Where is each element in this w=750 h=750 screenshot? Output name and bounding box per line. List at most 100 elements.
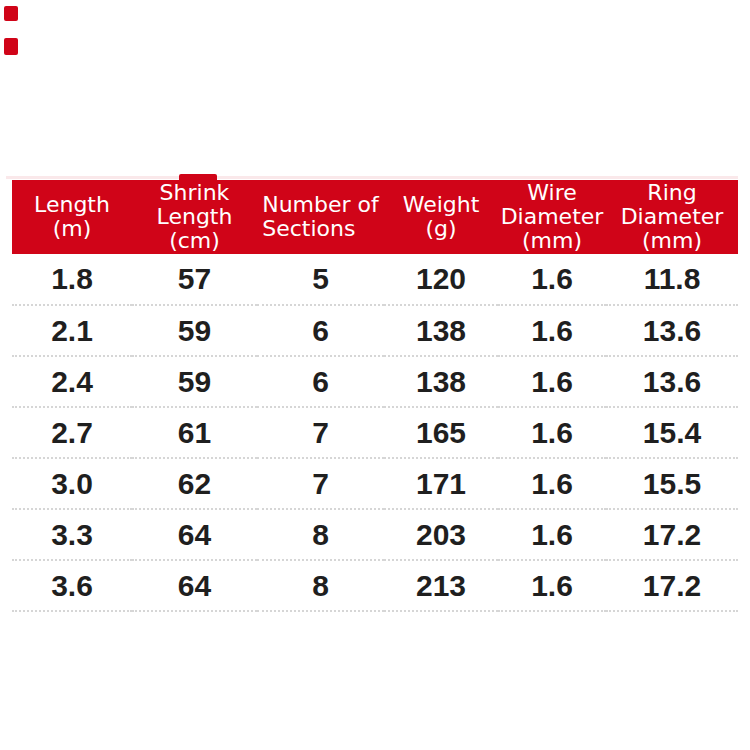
cell-value: 1.6 <box>531 365 573 399</box>
cell-value: 8 <box>312 569 329 603</box>
cell-value: 1.6 <box>531 467 573 501</box>
cell-length: 1.8 <box>12 254 132 305</box>
cell-value: 138 <box>416 314 466 348</box>
cell-value: 1.8 <box>51 262 93 296</box>
cell-value: 62 <box>178 467 211 501</box>
cell-shrink-length: 61 <box>132 407 257 458</box>
red-square-mark-icon <box>4 38 18 55</box>
cell-wire-diameter: 1.6 <box>498 254 606 305</box>
cell-weight: 165 <box>384 407 498 458</box>
cell-wire-diameter: 1.6 <box>498 509 606 560</box>
header-cell-ring-diameter: Ring Diameter (mm) <box>606 180 738 254</box>
cell-ring-diameter: 11.8 <box>606 254 738 305</box>
cell-shrink-length: 59 <box>132 305 257 356</box>
cell-value: 13.6 <box>643 365 701 399</box>
cell-value: 2.4 <box>51 365 93 399</box>
cell-value: 7 <box>312 416 329 450</box>
cell-ring-diameter: 17.2 <box>606 560 738 611</box>
cell-value: 15.4 <box>643 416 701 450</box>
cell-sections: 7 <box>257 458 384 509</box>
cell-value: 120 <box>416 262 466 296</box>
cell-value: 138 <box>416 365 466 399</box>
header-line: Length <box>157 205 233 229</box>
header-line: (mm) <box>621 229 724 253</box>
cell-value: 59 <box>178 314 211 348</box>
header-row: Length (m) Shrink Length (cm) Number of … <box>12 180 738 254</box>
cell-ring-diameter: 13.6 <box>606 356 738 407</box>
cell-value: 1.6 <box>531 262 573 296</box>
table-row: 3.0 62 7 171 1.6 15.5 <box>12 458 738 509</box>
cell-weight: 203 <box>384 509 498 560</box>
cell-value: 3.6 <box>51 569 93 603</box>
cell-value: 6 <box>312 365 329 399</box>
cell-value: 59 <box>178 365 211 399</box>
cell-weight: 213 <box>384 560 498 611</box>
cell-sections: 6 <box>257 356 384 407</box>
cell-value: 15.5 <box>643 467 701 501</box>
cell-value: 165 <box>416 416 466 450</box>
header-line: Diameter <box>621 205 724 229</box>
cell-value: 8 <box>312 518 329 552</box>
cell-shrink-length: 62 <box>132 458 257 509</box>
cell-wire-diameter: 1.6 <box>498 407 606 458</box>
cell-value: 1.6 <box>531 518 573 552</box>
header-cell-shrink-length: Shrink Length (cm) <box>132 180 257 254</box>
spec-table-body: 1.8 57 5 120 1.6 11.8 2.1 59 6 138 1.6 1… <box>12 254 738 611</box>
cell-value: 203 <box>416 518 466 552</box>
cell-value: 11.8 <box>644 262 701 296</box>
cell-value: 61 <box>178 416 211 450</box>
table-row: 3.6 64 8 213 1.6 17.2 <box>12 560 738 611</box>
cell-value: 17.2 <box>643 518 701 552</box>
page: Length (m) Shrink Length (cm) Number of … <box>0 0 750 750</box>
cell-value: 17.2 <box>643 569 701 603</box>
table-row: 1.8 57 5 120 1.6 11.8 <box>12 254 738 305</box>
header-line: Length <box>34 193 110 217</box>
cell-weight: 120 <box>384 254 498 305</box>
cell-sections: 6 <box>257 305 384 356</box>
cell-value: 6 <box>312 314 329 348</box>
cell-ring-diameter: 17.2 <box>606 509 738 560</box>
header-cell-wire-diameter: Wire Diameter (mm) <box>498 180 606 254</box>
cell-value: 64 <box>178 569 211 603</box>
cell-value: 3.0 <box>51 467 93 501</box>
header-line: Ring <box>621 181 724 205</box>
cell-value: 5 <box>312 262 329 296</box>
header-line: Weight <box>403 193 480 217</box>
cell-wire-diameter: 1.6 <box>498 356 606 407</box>
header-line: Diameter <box>501 205 604 229</box>
cell-length: 3.3 <box>12 509 132 560</box>
cell-value: 7 <box>312 467 329 501</box>
cell-shrink-length: 57 <box>132 254 257 305</box>
cell-length: 2.7 <box>12 407 132 458</box>
cell-value: 171 <box>416 467 466 501</box>
cell-weight: 138 <box>384 356 498 407</box>
spec-table: Length (m) Shrink Length (cm) Number of … <box>12 180 738 612</box>
cell-shrink-length: 64 <box>132 560 257 611</box>
table-row: 2.1 59 6 138 1.6 13.6 <box>12 305 738 356</box>
red-square-mark-icon <box>4 6 18 21</box>
cell-sections: 8 <box>257 560 384 611</box>
cell-sections: 5 <box>257 254 384 305</box>
cell-length: 2.4 <box>12 356 132 407</box>
table-row: 3.3 64 8 203 1.6 17.2 <box>12 509 738 560</box>
table-row: 2.4 59 6 138 1.6 13.6 <box>12 356 738 407</box>
cell-wire-diameter: 1.6 <box>498 458 606 509</box>
cell-wire-diameter: 1.6 <box>498 560 606 611</box>
header-top-smear <box>6 176 738 179</box>
cell-ring-diameter: 15.5 <box>606 458 738 509</box>
header-line: (cm) <box>157 229 233 253</box>
cell-sections: 8 <box>257 509 384 560</box>
cell-value: 13.6 <box>643 314 701 348</box>
cell-ring-diameter: 15.4 <box>606 407 738 458</box>
header-line: Wire <box>501 181 604 205</box>
cell-ring-diameter: 13.6 <box>606 305 738 356</box>
cell-wire-diameter: 1.6 <box>498 305 606 356</box>
cell-weight: 171 <box>384 458 498 509</box>
header-cell-weight: Weight (g) <box>384 180 498 254</box>
cell-value: 213 <box>416 569 466 603</box>
cell-length: 3.6 <box>12 560 132 611</box>
cell-shrink-length: 59 <box>132 356 257 407</box>
cell-value: 64 <box>178 518 211 552</box>
header-line: Sections <box>262 217 379 241</box>
cell-length: 2.1 <box>12 305 132 356</box>
